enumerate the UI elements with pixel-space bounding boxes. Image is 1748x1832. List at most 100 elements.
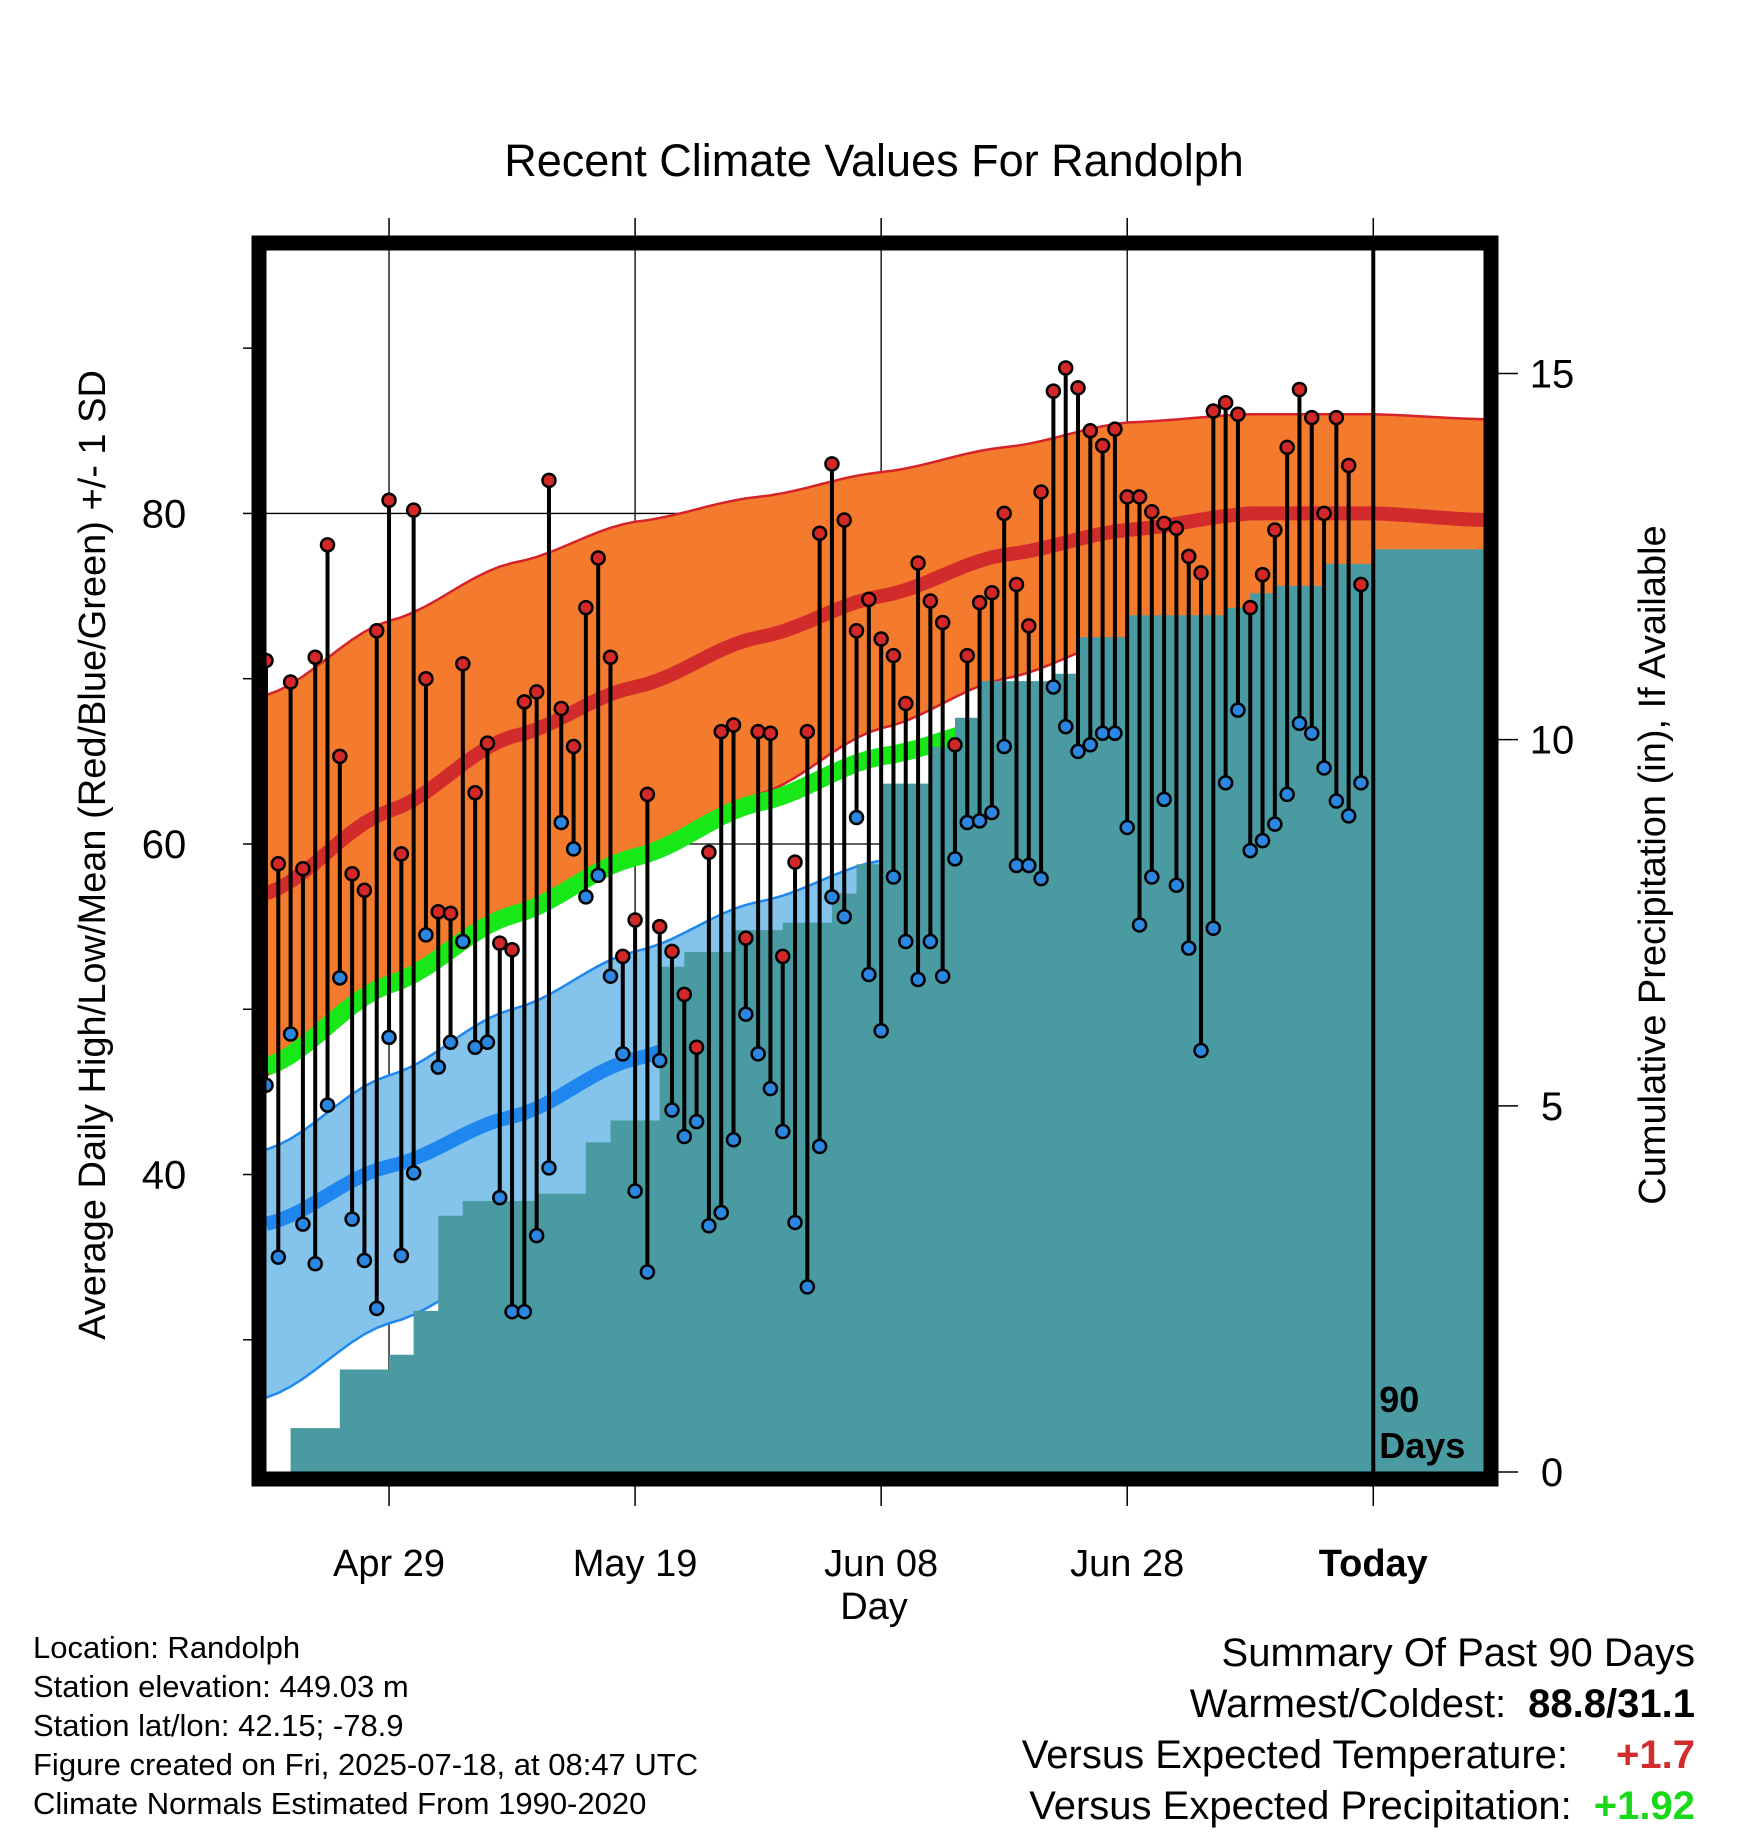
daily-low-point xyxy=(356,1252,373,1269)
daily-low-point xyxy=(1082,737,1099,753)
daily-low-point xyxy=(344,1211,360,1227)
daily-high-point xyxy=(1057,360,1074,376)
daily-high-point xyxy=(947,737,963,753)
daily-low-point xyxy=(1340,808,1357,824)
daily-low-point xyxy=(910,971,926,988)
daily-low-point xyxy=(664,1102,680,1118)
daily-low-point xyxy=(1057,718,1074,735)
daily-low-point xyxy=(738,1006,754,1022)
daily-high-point xyxy=(1353,576,1369,593)
daily-high-point xyxy=(922,593,939,609)
daily-low-point xyxy=(307,1256,323,1272)
temp-anomaly-label: Versus Expected Temperature: xyxy=(1021,1733,1569,1777)
daily-low-point xyxy=(1304,725,1320,741)
daily-high-point xyxy=(553,700,570,717)
daily-low-point xyxy=(1107,725,1123,741)
precip-anomaly-row: Versus Expected Precipitation: +1.92 xyxy=(1022,1781,1695,1832)
x-tick-label: Apr 29 xyxy=(333,1543,445,1585)
y-tick-label-left: 80 xyxy=(142,492,187,536)
daily-high-point xyxy=(1168,520,1185,537)
y-tick-label-left: 60 xyxy=(142,823,187,867)
daily-high-point xyxy=(479,735,496,751)
daily-low-point xyxy=(1353,775,1369,791)
daily-high-point xyxy=(307,649,323,665)
daily-high-point xyxy=(1180,548,1197,565)
daily-low-point xyxy=(504,1303,520,1320)
daily-low-point xyxy=(959,814,976,831)
daily-high-point xyxy=(627,912,643,928)
y-tick-label-right: 15 xyxy=(1530,352,1575,396)
daily-low-point xyxy=(479,1034,496,1051)
climate-chart: Recent Climate Values For Randolph 90 Day… xyxy=(72,135,1674,1628)
daily-low-point xyxy=(418,927,434,943)
high-normal-band-upper-edge xyxy=(266,413,1484,697)
daily-high-point xyxy=(590,550,606,566)
daily-high-point xyxy=(725,717,742,733)
cumulative-precip-area xyxy=(266,549,1484,1472)
daily-high-point xyxy=(664,943,680,960)
daily-low-point xyxy=(528,1227,545,1244)
daily-high-point xyxy=(1267,522,1283,538)
daily-high-point xyxy=(1094,437,1111,454)
daily-low-point xyxy=(1180,940,1197,956)
daily-low-point xyxy=(885,869,902,885)
warmest-coldest-row: Warmest/Coldest: 88.8/31.1 xyxy=(1022,1679,1695,1730)
daily-high-point xyxy=(1328,409,1345,426)
daily-high-point xyxy=(270,856,287,872)
daily-low-point xyxy=(701,1217,717,1234)
daily-low-point xyxy=(1119,819,1135,836)
daily-high-point xyxy=(811,525,828,542)
today-label-line1: 90 xyxy=(1379,1379,1419,1420)
daily-high-point xyxy=(1254,566,1271,583)
warmest-coldest-label: Warmest/Coldest: xyxy=(1189,1682,1507,1726)
daily-low-point xyxy=(971,813,988,829)
daily-high-point xyxy=(861,591,877,608)
daily-low-point xyxy=(1168,877,1185,894)
daily-low-point xyxy=(1045,679,1062,695)
daily-high-point xyxy=(688,1039,705,1056)
daily-low-point xyxy=(553,814,570,831)
daily-high-point xyxy=(1033,484,1049,500)
elevation-text: Station elevation: 449.03 m xyxy=(33,1669,409,1704)
daily-high-point xyxy=(1070,380,1086,396)
daily-high-point xyxy=(1082,423,1099,439)
daily-low-point xyxy=(898,933,914,950)
y-tick-label-right: 5 xyxy=(1541,1085,1563,1129)
daily-high-point xyxy=(787,854,803,870)
daily-high-point xyxy=(455,656,471,672)
daily-low-point xyxy=(1267,816,1283,832)
daily-low-point xyxy=(984,804,1000,821)
daily-low-point xyxy=(1279,786,1295,803)
daily-low-point xyxy=(836,908,852,925)
daily-low-point xyxy=(266,1077,274,1094)
daily-low-point xyxy=(467,1039,483,1056)
daily-low-point xyxy=(1205,920,1222,937)
daily-low-point xyxy=(1291,715,1308,732)
y-axis-label-left: Average Daily High/Low/Mean (Red/Blue/Gr… xyxy=(72,370,114,1340)
y-tick-label-right: 0 xyxy=(1541,1451,1563,1495)
daily-high-point xyxy=(910,555,926,571)
daily-low-point xyxy=(688,1113,705,1130)
daily-high-point xyxy=(368,623,385,639)
daily-low-point xyxy=(1254,832,1271,849)
daily-high-point xyxy=(1156,515,1172,532)
daily-high-point xyxy=(1316,505,1332,522)
daily-high-point xyxy=(430,903,446,920)
daily-low-point xyxy=(565,841,582,857)
chart-title: Recent Climate Values For Randolph xyxy=(504,135,1244,186)
daily-high-point xyxy=(1107,421,1123,437)
daily-high-point xyxy=(467,784,483,801)
y-tick-label-right: 10 xyxy=(1530,719,1575,763)
high-normal-band xyxy=(266,414,1484,1076)
high-normal-line xyxy=(266,506,1484,901)
daily-high-point xyxy=(639,786,656,803)
daily-high-point xyxy=(602,649,619,665)
daily-low-point xyxy=(1230,702,1246,718)
axes: 40 60 80 0 5 10 15 Apr 29 May 19 Jun 08 Jun 28 Toda… xyxy=(142,218,1575,1585)
plot-frame xyxy=(251,235,1499,1487)
daily-high-point xyxy=(713,723,729,740)
daily-low-point xyxy=(1156,791,1172,808)
daily-low-point xyxy=(774,1123,791,1140)
daily-low-point xyxy=(393,1247,410,1264)
daily-low-point xyxy=(1328,793,1345,809)
